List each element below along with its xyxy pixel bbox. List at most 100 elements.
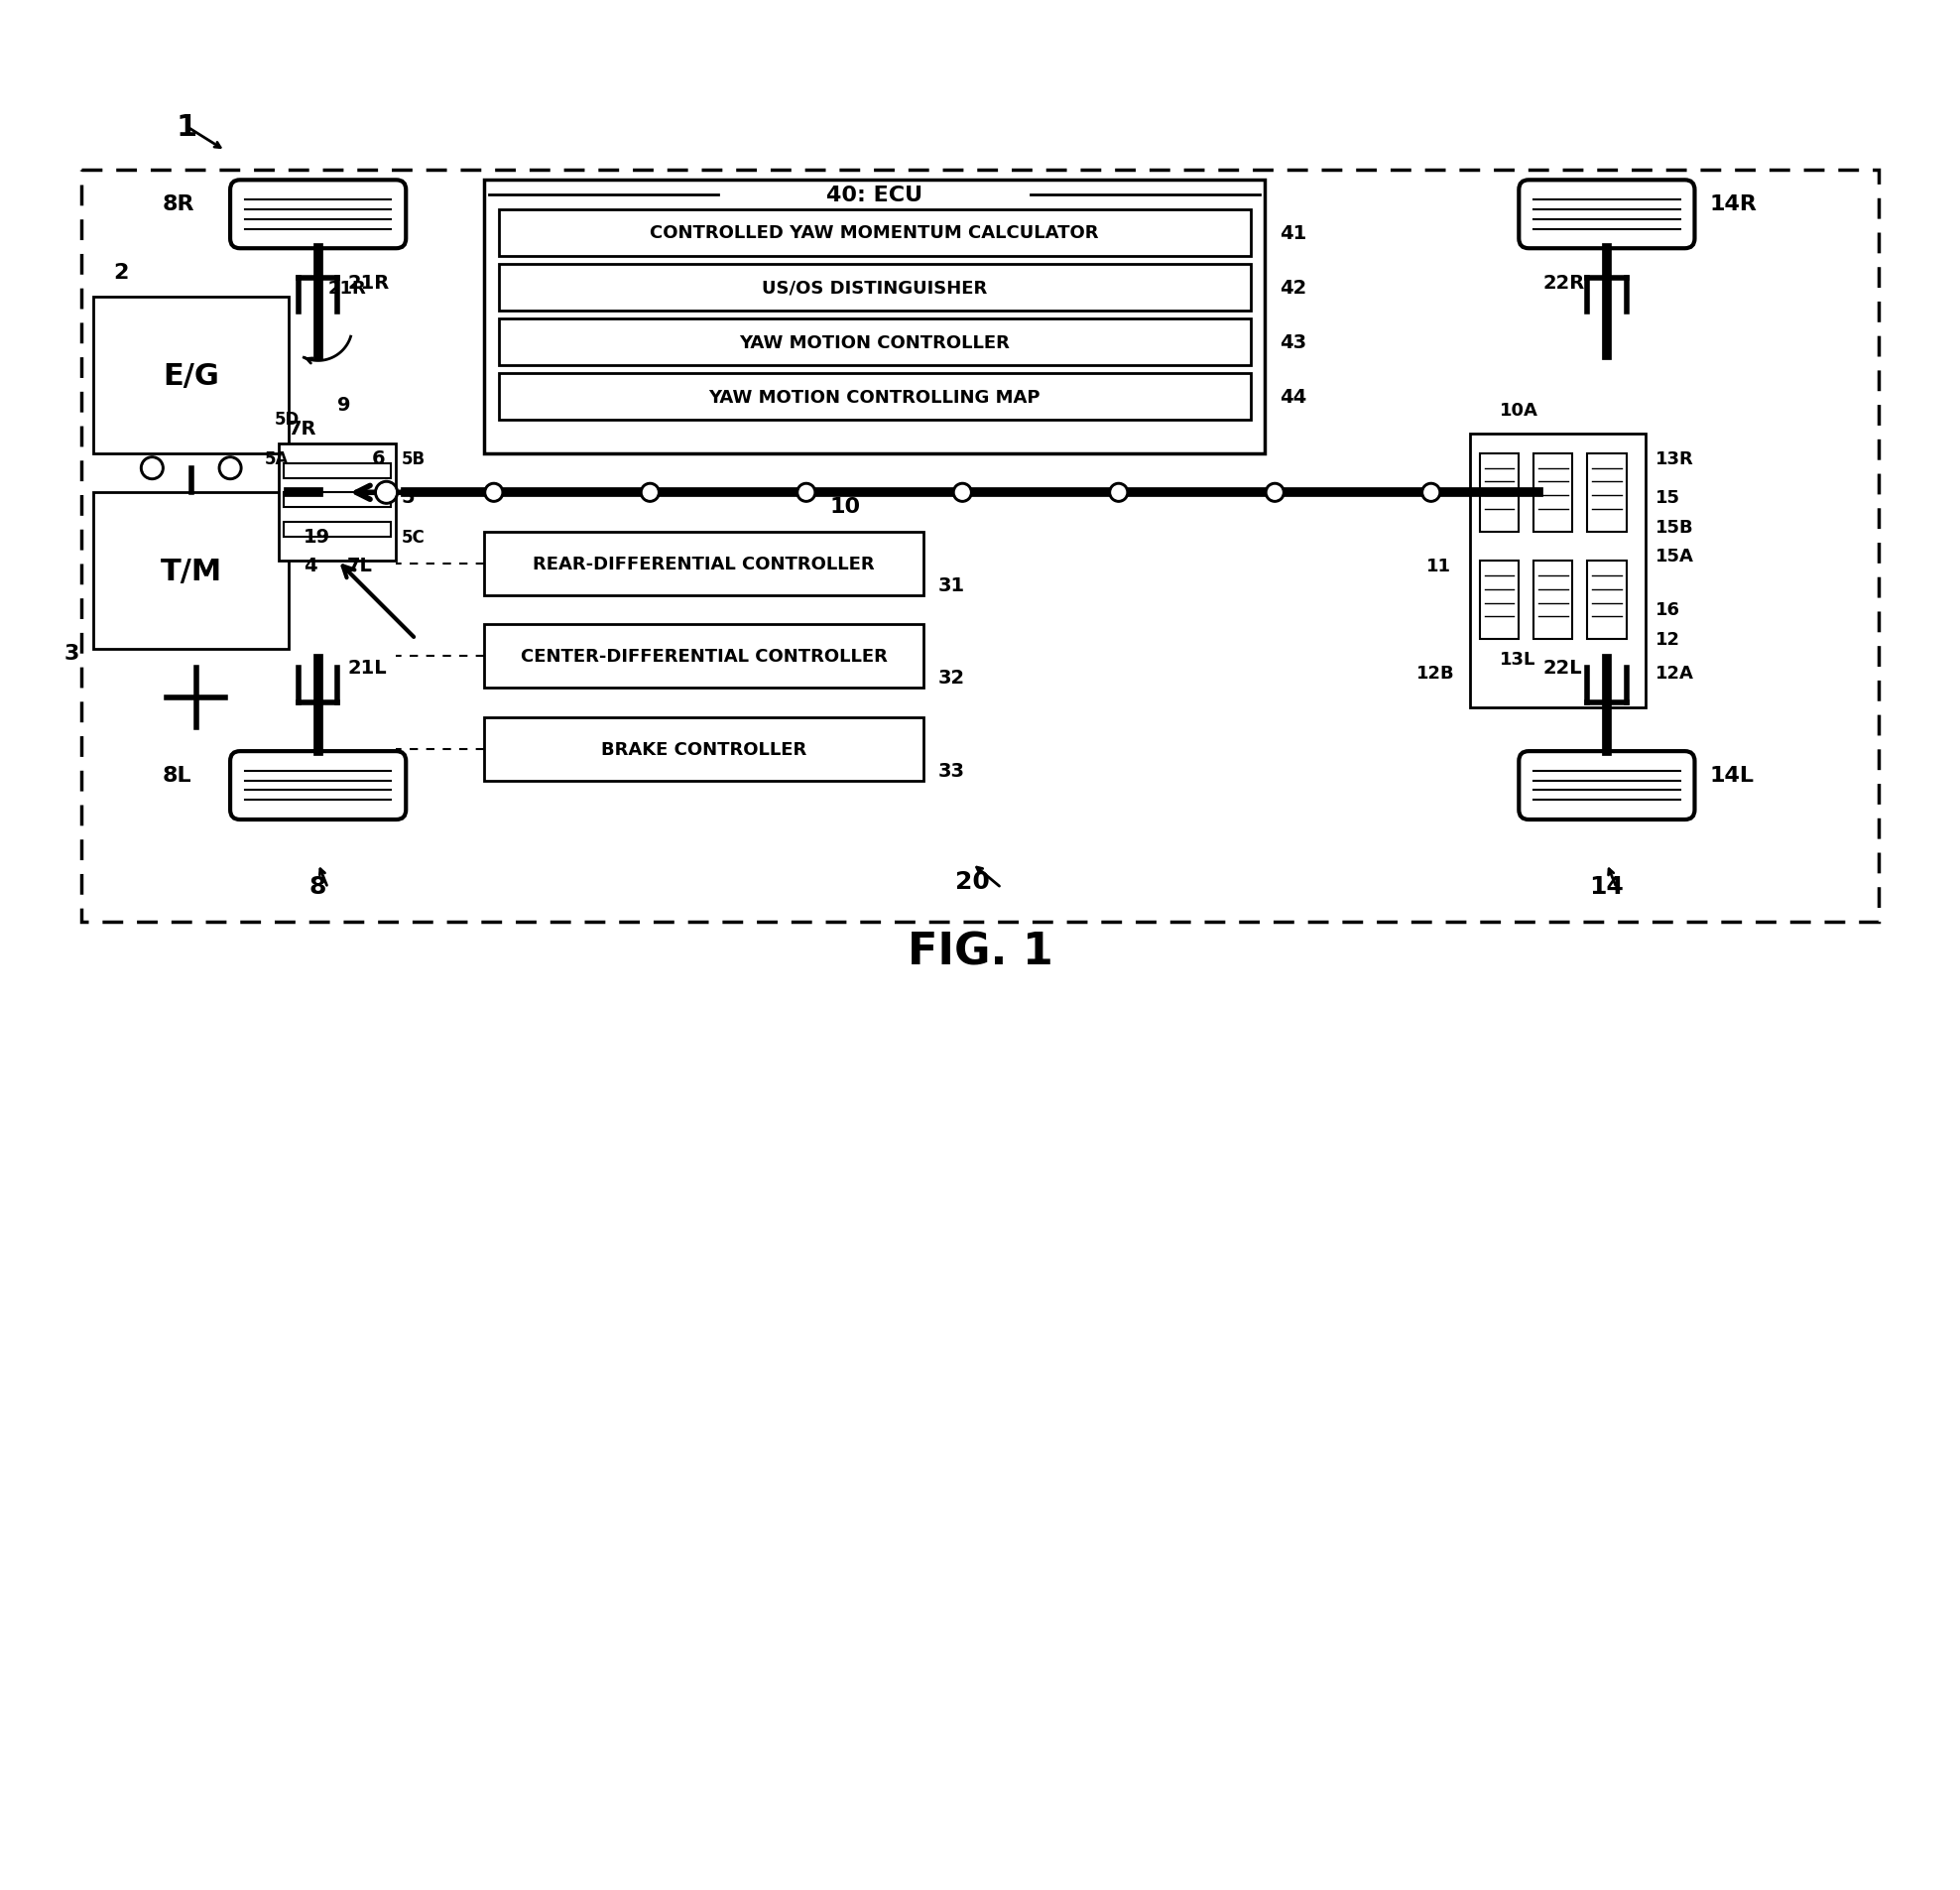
Text: 22L: 22L [1543, 660, 1582, 679]
Text: 22R: 22R [1543, 274, 1586, 293]
Circle shape [378, 484, 396, 503]
Circle shape [1111, 486, 1125, 501]
Text: 21R: 21R [347, 274, 390, 293]
Text: T/M: T/M [161, 558, 221, 586]
Text: 12: 12 [1656, 631, 1680, 648]
Bar [278, 444, 396, 561]
Circle shape [1109, 484, 1129, 503]
FancyBboxPatch shape [1519, 181, 1695, 249]
Text: 8: 8 [310, 875, 327, 898]
Text: 14R: 14R [1709, 195, 1756, 214]
Circle shape [486, 486, 500, 501]
Circle shape [221, 459, 239, 478]
Circle shape [1268, 486, 1282, 501]
Bar [1470, 435, 1646, 709]
Text: 20: 20 [955, 869, 990, 894]
Text: 44: 44 [1280, 387, 1307, 406]
Circle shape [1421, 484, 1441, 503]
Circle shape [143, 459, 161, 478]
Circle shape [484, 484, 504, 503]
Bar [498, 210, 1250, 257]
Bar [484, 626, 923, 688]
Text: 19: 19 [304, 527, 331, 546]
Text: 12A: 12A [1656, 665, 1693, 682]
Text: 1: 1 [176, 113, 196, 142]
Text: 13L: 13L [1499, 650, 1535, 667]
FancyBboxPatch shape [1519, 752, 1695, 820]
Text: 2: 2 [114, 263, 127, 282]
Text: 15: 15 [1656, 490, 1680, 507]
Bar [484, 718, 923, 781]
Text: YAW MOTION CONTROLLER: YAW MOTION CONTROLLER [739, 335, 1009, 352]
Bar [1533, 561, 1572, 639]
Text: 5C: 5C [402, 527, 425, 546]
Text: 4: 4 [304, 556, 318, 575]
Circle shape [1264, 484, 1284, 503]
Text: FIG. 1: FIG. 1 [907, 930, 1053, 973]
Circle shape [953, 484, 972, 503]
Bar [1480, 454, 1519, 533]
Circle shape [641, 484, 661, 503]
Text: 8L: 8L [163, 765, 192, 784]
Text: CENTER-DIFFERENTIAL CONTROLLER: CENTER-DIFFERENTIAL CONTROLLER [519, 648, 888, 665]
Circle shape [956, 486, 970, 501]
Text: 10A: 10A [1499, 401, 1539, 420]
Text: 9: 9 [337, 395, 351, 414]
Text: 42: 42 [1280, 278, 1307, 297]
Text: 5: 5 [402, 488, 416, 507]
Circle shape [374, 482, 398, 505]
Bar [94, 493, 288, 650]
Text: 6: 6 [372, 450, 386, 469]
Text: 32: 32 [939, 669, 964, 688]
Bar [284, 522, 392, 537]
Text: 15A: 15A [1656, 548, 1693, 565]
Text: US/OS DISTINGUISHER: US/OS DISTINGUISHER [762, 280, 988, 297]
Text: 5D: 5D [274, 410, 300, 429]
Text: YAW MOTION CONTROLLING MAP: YAW MOTION CONTROLLING MAP [710, 389, 1041, 406]
Bar [498, 265, 1250, 312]
Text: 11: 11 [1427, 558, 1450, 575]
Text: 5B: 5B [402, 450, 425, 469]
Text: 14L: 14L [1709, 765, 1754, 784]
Circle shape [1425, 486, 1439, 501]
Bar [284, 493, 392, 508]
Text: 7R: 7R [288, 420, 318, 438]
Text: 31: 31 [939, 576, 964, 595]
Text: E/G: E/G [163, 361, 220, 391]
Text: 40: ECU: 40: ECU [827, 185, 923, 206]
Bar [82, 170, 1878, 922]
Bar [284, 463, 392, 478]
Circle shape [141, 457, 165, 480]
Text: 15B: 15B [1656, 518, 1693, 537]
Text: 13R: 13R [1656, 450, 1693, 469]
Bar [94, 299, 288, 454]
FancyBboxPatch shape [229, 181, 406, 249]
Bar [498, 319, 1250, 367]
Text: 7L: 7L [347, 556, 372, 575]
Circle shape [218, 457, 241, 480]
Text: 14: 14 [1590, 875, 1625, 898]
FancyBboxPatch shape [229, 752, 406, 820]
Bar [1588, 561, 1627, 639]
Text: 3: 3 [65, 643, 80, 663]
Bar [1588, 454, 1627, 533]
Text: 5A: 5A [265, 450, 288, 469]
Text: BRAKE CONTROLLER: BRAKE CONTROLLER [602, 741, 806, 758]
Text: 21L: 21L [347, 660, 386, 679]
Text: REAR-DIFFERENTIAL CONTROLLER: REAR-DIFFERENTIAL CONTROLLER [533, 556, 874, 573]
Text: 16: 16 [1656, 601, 1680, 620]
Bar [1480, 561, 1519, 639]
Bar [1533, 454, 1572, 533]
Text: 8R: 8R [163, 195, 194, 214]
Text: 21R: 21R [327, 280, 367, 297]
Text: 12B: 12B [1417, 665, 1454, 682]
Circle shape [800, 486, 813, 501]
Text: 43: 43 [1280, 333, 1307, 352]
Bar [498, 374, 1250, 421]
Text: 10: 10 [829, 497, 860, 516]
Text: CONTROLLED YAW MOMENTUM CALCULATOR: CONTROLLED YAW MOMENTUM CALCULATOR [651, 225, 1100, 242]
Circle shape [796, 484, 815, 503]
Text: 33: 33 [939, 762, 964, 781]
Text: 41: 41 [1280, 225, 1307, 244]
Bar [484, 533, 923, 595]
